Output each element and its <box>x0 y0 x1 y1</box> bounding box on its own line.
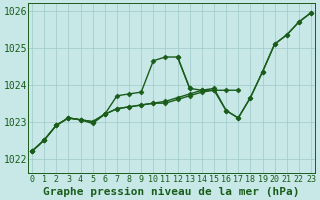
X-axis label: Graphe pression niveau de la mer (hPa): Graphe pression niveau de la mer (hPa) <box>43 186 300 197</box>
